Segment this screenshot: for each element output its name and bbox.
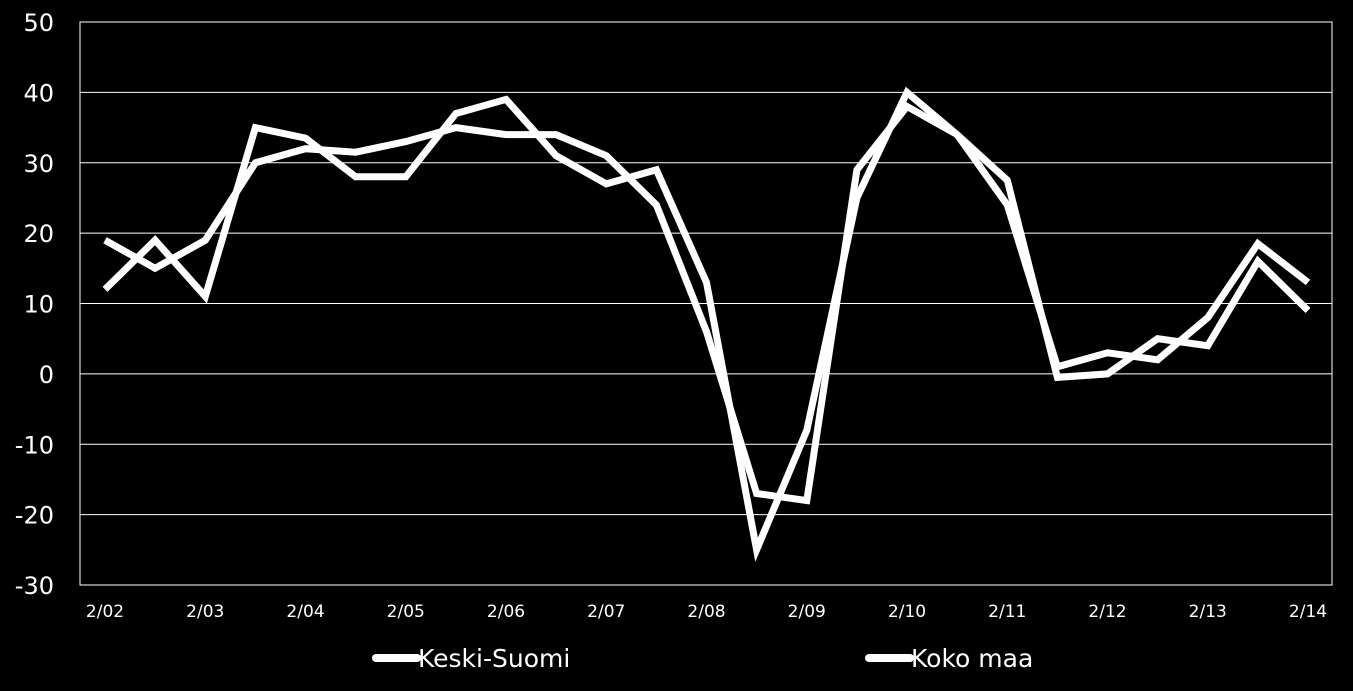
x-tick-label: 2/05: [387, 602, 425, 622]
x-tick-label: 2/12: [1088, 602, 1126, 622]
x-tick-label: 2/07: [587, 602, 625, 622]
y-tick-label: 20: [23, 220, 54, 248]
legend-label: Koko maa: [911, 644, 1033, 673]
y-tick-label: -10: [15, 431, 54, 459]
x-tick-label: 2/02: [86, 602, 124, 622]
y-tick-label: 50: [23, 9, 54, 37]
x-tick-label: 2/10: [888, 602, 926, 622]
x-tick-label: 2/11: [988, 602, 1026, 622]
y-tick-label: 0: [39, 361, 54, 389]
x-tick-label: 2/06: [487, 602, 525, 622]
legend: Keski-Suomi Koko maa: [372, 644, 1033, 673]
x-tick-label: 2/14: [1289, 602, 1327, 622]
y-tick-label: 40: [23, 79, 54, 107]
x-tick-label: 2/09: [788, 602, 826, 622]
x-tick-label: 2/04: [286, 602, 324, 622]
legend-label: Keski-Suomi: [418, 644, 570, 673]
y-tick-label: -30: [15, 572, 54, 600]
y-tick-label: 10: [23, 291, 54, 319]
x-tick-label: 2/03: [186, 602, 224, 622]
x-tick-label: 2/13: [1189, 602, 1227, 622]
y-axis-ticks: 50 40 30 20 10 0 -10 -20 -30: [15, 9, 54, 600]
plot-area-frame: [79, 21, 1333, 586]
y-tick-label: 30: [23, 150, 54, 178]
x-axis-ticks: 2/02 2/03 2/04 2/05 2/06 2/07 2/08 2/09 2/10 2/11…: [86, 602, 1327, 622]
y-tick-label: -20: [15, 502, 54, 530]
x-tick-label: 2/08: [687, 602, 725, 622]
series-lines: [102, 86, 1311, 562]
